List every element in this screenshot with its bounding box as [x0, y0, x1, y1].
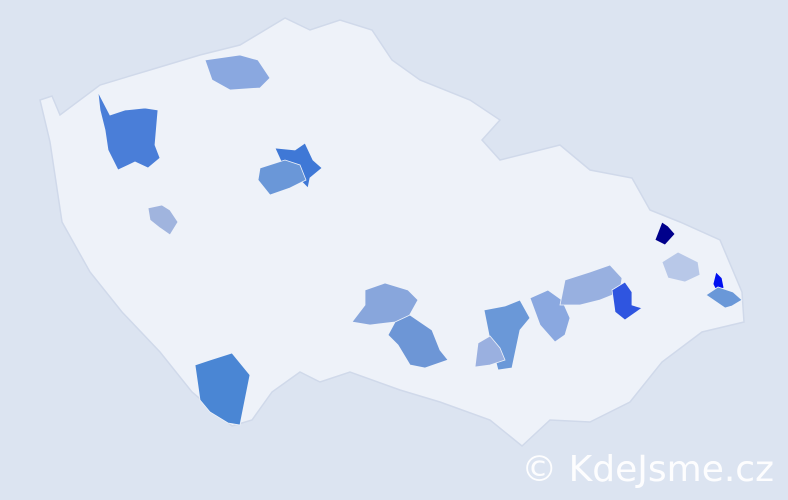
watermark: © KdeJsme.cz	[521, 449, 774, 490]
district-w-1[interactable]	[147, 204, 179, 236]
country-outline	[39, 17, 745, 447]
district-se-2[interactable]	[474, 335, 506, 368]
district-ne-1[interactable]	[654, 221, 676, 246]
district-s-1[interactable]	[194, 352, 251, 426]
district-sc-2[interactable]	[387, 314, 449, 369]
district-ne-2[interactable]	[661, 251, 701, 283]
district-nw-1[interactable]	[97, 91, 161, 171]
district-c-2[interactable]	[257, 159, 307, 196]
district-n-1[interactable]	[204, 54, 271, 91]
district-e-3[interactable]	[611, 281, 643, 321]
district-ne-4[interactable]	[705, 286, 743, 309]
